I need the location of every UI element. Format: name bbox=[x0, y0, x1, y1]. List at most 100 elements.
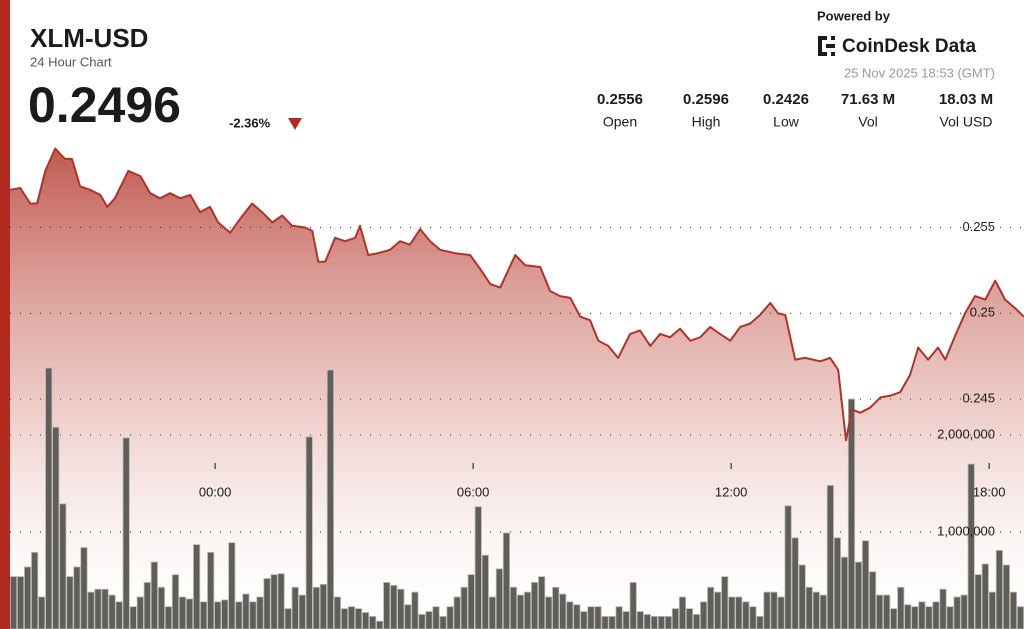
volume-bar bbox=[474, 506, 482, 629]
volume-bar bbox=[270, 574, 278, 629]
volume-bar bbox=[263, 578, 271, 629]
volume-bar bbox=[545, 596, 553, 629]
price-area bbox=[10, 148, 1024, 629]
volume-bar bbox=[622, 611, 630, 629]
stat-label: Vol USD bbox=[940, 114, 993, 130]
volume-bar bbox=[805, 586, 813, 629]
volume-bar bbox=[523, 591, 532, 629]
volume-bar bbox=[495, 568, 503, 629]
volume-bar bbox=[573, 604, 581, 629]
stat-label: High bbox=[692, 114, 721, 130]
volume-bar bbox=[671, 608, 680, 629]
volume-bar bbox=[594, 606, 602, 629]
volume-bar bbox=[784, 505, 792, 629]
volume-bar bbox=[650, 615, 658, 629]
volume-bar bbox=[488, 596, 496, 629]
volume-bar bbox=[615, 606, 623, 629]
price-line bbox=[9, 147, 1024, 442]
volume-bar bbox=[897, 586, 905, 629]
volume-bar bbox=[629, 582, 637, 629]
volume-bar bbox=[228, 542, 236, 629]
volume-bar bbox=[777, 596, 785, 629]
volume-bar bbox=[981, 563, 989, 629]
volume-bar bbox=[580, 611, 588, 629]
volume-bar bbox=[502, 532, 511, 629]
volume-bar bbox=[538, 576, 546, 629]
volume-bar bbox=[946, 606, 954, 629]
volume-bar bbox=[242, 593, 250, 629]
volume-bar bbox=[157, 586, 165, 629]
volume-bar bbox=[988, 591, 996, 629]
volume-bar bbox=[742, 601, 750, 629]
y-tick-label: 1,000,000 bbox=[937, 523, 995, 538]
stat-value: 0.2426 bbox=[763, 91, 809, 108]
volume-bar bbox=[369, 615, 377, 629]
volume-bar bbox=[418, 614, 426, 629]
volume-bar bbox=[826, 485, 834, 629]
volume-bar bbox=[657, 615, 665, 629]
volume-bar bbox=[277, 573, 285, 629]
volume-bar bbox=[481, 554, 489, 629]
volume-bar bbox=[214, 601, 222, 629]
volume-bar bbox=[1002, 564, 1010, 629]
volume-bar bbox=[685, 608, 694, 629]
volume-bar bbox=[932, 601, 940, 629]
volume-bar bbox=[432, 606, 440, 629]
stat-label: Low bbox=[773, 114, 800, 130]
stat-label: Open bbox=[603, 114, 637, 130]
volume-bar bbox=[319, 583, 327, 629]
brand: CoinDesk Data bbox=[842, 36, 977, 57]
volume-bar bbox=[756, 615, 764, 629]
volume-bar bbox=[728, 596, 736, 629]
volume-bar bbox=[164, 606, 173, 629]
stat-value: 18.03 M bbox=[939, 91, 993, 108]
volume-bar bbox=[291, 586, 299, 629]
volume-bar bbox=[876, 594, 884, 629]
volume-bar bbox=[608, 615, 616, 629]
volume-bar bbox=[256, 596, 264, 629]
volume-bar bbox=[38, 596, 46, 629]
volume-bar bbox=[953, 596, 961, 629]
volume-bar bbox=[854, 561, 863, 629]
volume-bar bbox=[171, 574, 180, 629]
volume-bar bbox=[861, 540, 870, 629]
volume-bar bbox=[376, 620, 384, 629]
volume-bar bbox=[178, 596, 187, 629]
volume-bar bbox=[129, 606, 137, 629]
volume-bar bbox=[460, 586, 468, 629]
volume-bar bbox=[108, 594, 116, 629]
volume-bar bbox=[721, 576, 729, 629]
volume-bar bbox=[333, 596, 342, 629]
volume-bar bbox=[80, 547, 88, 629]
x-tick-label: 00:00 bbox=[199, 484, 232, 499]
volume-bar bbox=[185, 598, 194, 629]
volume-bar bbox=[101, 588, 109, 629]
volume-bar bbox=[16, 576, 25, 629]
y-tick-label: 0.25 bbox=[970, 305, 995, 320]
volume-bar bbox=[735, 596, 743, 629]
y-tick-label: 0.255 bbox=[962, 219, 995, 234]
volume-bar bbox=[664, 615, 672, 629]
volume-bar bbox=[87, 591, 95, 629]
volume-bar bbox=[354, 608, 363, 629]
volume-bar bbox=[643, 614, 651, 629]
volume-bar bbox=[221, 599, 229, 629]
volume-bar bbox=[94, 588, 102, 629]
volume-bar bbox=[559, 593, 567, 629]
volume-bar bbox=[383, 582, 391, 629]
volume-bar bbox=[115, 601, 123, 629]
x-tick-label: 12:00 bbox=[715, 484, 748, 499]
stat-value: 0.2596 bbox=[683, 91, 729, 108]
volume-bar bbox=[397, 588, 405, 629]
volume-bar bbox=[819, 594, 827, 629]
stat-label: Vol bbox=[858, 114, 877, 130]
volume-bar bbox=[714, 591, 722, 629]
powered-by: Powered by bbox=[817, 8, 891, 23]
volume-bar bbox=[904, 604, 912, 629]
volume-bar bbox=[925, 606, 933, 629]
volume-bar bbox=[24, 566, 32, 629]
volume-bar bbox=[340, 608, 349, 629]
volume-bar bbox=[362, 612, 370, 629]
volume-bar bbox=[566, 601, 574, 629]
volume-bar bbox=[749, 606, 757, 629]
